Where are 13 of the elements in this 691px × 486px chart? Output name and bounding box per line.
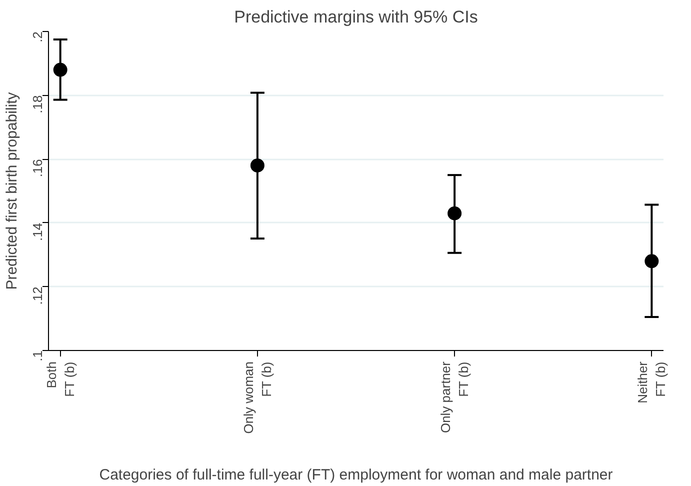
y-tick-label: .16 [30,159,45,178]
x-tick-label: Only partner FT (b) [438,360,472,434]
y-axis-title: Predicted first birth propability [4,92,20,290]
x-tick-label: Neither FT (b) [635,360,668,404]
x-tick-label: Both FT (b) [44,361,77,397]
x-axis-title: Categories of full-time full-year (FT) employment for woman and male partner [99,466,613,484]
y-tick-label: .12 [30,286,45,305]
y-tick-label: .1 [30,350,45,362]
chart-title: Predictive margins with 95% CIs [234,8,478,26]
x-tick-label: Only woman FT (b) [240,362,274,434]
y-tick-label: .18 [30,95,45,114]
y-tick-label: .14 [30,222,45,241]
y-tick-label: .2 [30,32,45,42]
